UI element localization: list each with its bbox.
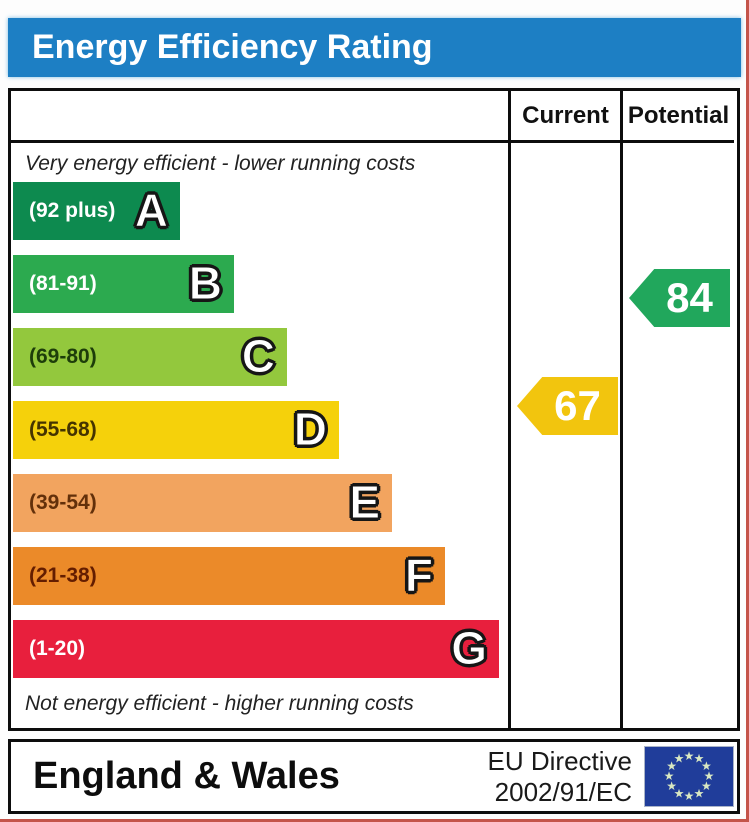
svg-text:★: ★ [684,749,695,763]
potential-rating-column: 84 [620,143,734,728]
band-range-label-D: (55-68) [29,418,97,441]
column-header-current: Current [508,91,620,143]
epc-band-D: (55-68) D [13,401,339,459]
eu-directive-line1: EU Directive [487,745,632,776]
band-letter-E: E [349,476,381,529]
band-letter-A: A [134,184,168,237]
potential-rating-value: 84 [666,274,713,321]
potential-rating-arrow: 84 [629,269,730,327]
svg-text:★: ★ [666,759,677,773]
svg-text:★: ★ [666,779,677,793]
band-letter-B: B [188,257,222,310]
svg-text:★: ★ [704,769,715,783]
top-caption: Very energy efficient - lower running co… [25,152,416,175]
band-range-label-A: (92 plus) [29,199,116,222]
current-rating-value: 67 [554,382,601,429]
epc-band-chart: Very energy efficient - lower running co… [11,143,508,728]
svg-text:★: ★ [674,786,685,800]
band-letter-F: F [404,549,433,602]
epc-band-F: (21-38) F [13,547,445,605]
bottom-caption: Not energy efficient - higher running co… [25,692,414,715]
band-range-label-F: (21-38) [29,564,97,587]
svg-text:★: ★ [694,752,705,766]
svg-text:★: ★ [664,769,675,783]
current-rating-arrow: 67 [517,377,618,435]
current-rating-column: 67 [508,143,620,728]
band-range-label-G: (1-20) [29,637,86,660]
epc-band-G: (1-20) G [13,620,499,678]
epc-band-B: (81-91) B [13,255,234,313]
svg-text:★: ★ [684,789,695,803]
epc-band-E: (39-54) E [13,474,392,532]
column-header-potential: Potential [620,91,734,143]
band-letter-G: G [451,622,488,675]
epc-band-C: (69-80) C [13,328,287,386]
epc-rating-table: Current Potential Very energy efficient … [8,88,740,731]
svg-text:★: ★ [694,786,705,800]
svg-text:★: ★ [701,759,712,773]
eu-directive-line2: 2002/91/EC [494,776,632,807]
band-letter-C: C [241,330,275,383]
band-letter-D: D [293,403,327,456]
epc-band-A: (92 plus) A [13,182,180,240]
footer-bar: England & Wales EU Directive 2002/91/EC … [8,739,740,814]
page-title: Energy Efficiency Rating [8,18,741,77]
svg-text:★: ★ [674,752,685,766]
chart-header-spacer [11,91,508,143]
band-range-label-E: (39-54) [29,491,97,514]
band-range-label-B: (81-91) [29,272,97,295]
eu-directive-label: EU Directive 2002/91/EC [488,746,644,808]
region-label: England & Wales [33,755,340,797]
band-range-label-C: (69-80) [29,345,97,368]
eu-flag-icon: ★ ★ ★ ★ ★ ★ ★ ★ ★ ★ ★ ★ [644,746,734,807]
svg-text:★: ★ [701,779,712,793]
